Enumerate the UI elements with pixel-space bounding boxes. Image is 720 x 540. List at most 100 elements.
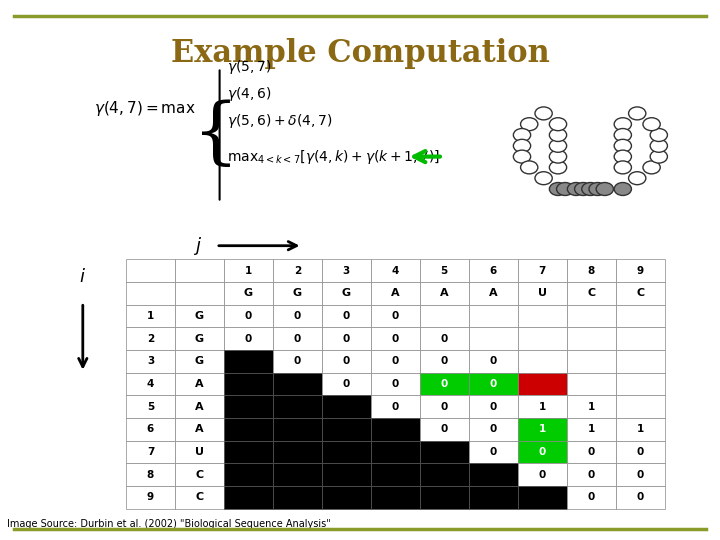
Bar [371, 395, 420, 418]
Circle shape [567, 183, 585, 195]
Bar [371, 259, 420, 282]
Text: G: G [195, 334, 204, 343]
Text: 7: 7 [147, 447, 154, 457]
Text: 2: 2 [147, 334, 154, 343]
Text: 0: 0 [392, 379, 399, 389]
Bar [616, 282, 665, 305]
Bar [371, 350, 420, 373]
Bar [273, 486, 322, 509]
Bar [567, 463, 616, 486]
Text: U: U [195, 447, 204, 457]
Bar [322, 305, 371, 327]
Circle shape [650, 150, 667, 163]
Text: 0: 0 [392, 334, 399, 343]
Text: $i$: $i$ [79, 268, 86, 286]
Text: 0: 0 [490, 402, 497, 411]
Bar [224, 463, 273, 486]
Bar [273, 282, 322, 305]
Text: 0: 0 [441, 334, 448, 343]
Text: 0: 0 [294, 356, 301, 366]
Bar [518, 463, 567, 486]
Circle shape [589, 183, 606, 195]
Text: 0: 0 [636, 492, 644, 502]
Bar [616, 305, 665, 327]
Bar [322, 418, 371, 441]
Circle shape [549, 150, 567, 163]
Text: 8: 8 [588, 266, 595, 275]
Text: 9: 9 [147, 492, 154, 502]
Text: 0: 0 [490, 379, 497, 389]
Bar [616, 418, 665, 441]
Bar [175, 441, 224, 463]
Circle shape [549, 129, 567, 141]
Bar [175, 486, 224, 509]
Bar [518, 305, 567, 327]
Text: 1: 1 [588, 424, 595, 434]
Bar [371, 418, 420, 441]
Bar [322, 395, 371, 418]
Text: G: G [195, 311, 204, 321]
Circle shape [582, 183, 599, 195]
Text: A: A [391, 288, 400, 298]
Bar [224, 395, 273, 418]
Text: 4: 4 [392, 266, 399, 275]
Circle shape [614, 129, 631, 141]
Bar [518, 327, 567, 350]
Text: 5: 5 [441, 266, 448, 275]
Bar [224, 282, 273, 305]
Bar [371, 327, 420, 350]
Text: 9: 9 [636, 266, 644, 275]
Circle shape [535, 107, 552, 120]
Text: 6: 6 [147, 424, 154, 434]
Bar [126, 463, 175, 486]
Bar [273, 373, 322, 395]
Bar [224, 418, 273, 441]
Bar [322, 282, 371, 305]
Circle shape [521, 161, 538, 174]
Text: A: A [195, 402, 204, 411]
Circle shape [614, 139, 631, 152]
Bar [469, 418, 518, 441]
Circle shape [513, 139, 531, 152]
Bar [420, 259, 469, 282]
Text: U: U [538, 288, 546, 298]
Bar [224, 441, 273, 463]
Text: C: C [587, 288, 595, 298]
Text: 0: 0 [441, 402, 448, 411]
Circle shape [614, 118, 631, 131]
Text: Image Source: Durbin et al. (2002) "Biological Sequence Analysis": Image Source: Durbin et al. (2002) "Biol… [7, 519, 331, 529]
Bar [371, 282, 420, 305]
Text: 0: 0 [588, 492, 595, 502]
Text: 0: 0 [588, 447, 595, 457]
Text: 3: 3 [343, 266, 350, 275]
Bar [224, 350, 273, 373]
Bar [469, 305, 518, 327]
Bar [175, 463, 224, 486]
Text: 0: 0 [490, 447, 497, 457]
Bar [322, 350, 371, 373]
Text: 0: 0 [392, 402, 399, 411]
Text: G: G [195, 356, 204, 366]
Bar [126, 327, 175, 350]
Bar [518, 441, 567, 463]
Bar [420, 463, 469, 486]
Text: 1: 1 [588, 402, 595, 411]
Bar [420, 282, 469, 305]
Bar [224, 259, 273, 282]
Text: 1: 1 [147, 311, 154, 321]
Bar [273, 441, 322, 463]
Circle shape [614, 161, 631, 174]
Text: 0: 0 [490, 356, 497, 366]
Bar [616, 327, 665, 350]
Bar [224, 327, 273, 350]
Text: 1: 1 [245, 266, 252, 275]
Text: 0: 0 [539, 470, 546, 480]
Text: $\gamma(5,6) + \delta(4,7)$: $\gamma(5,6) + \delta(4,7)$ [227, 112, 333, 131]
Bar [126, 486, 175, 509]
Bar [420, 441, 469, 463]
Bar [322, 373, 371, 395]
Text: 0: 0 [441, 424, 448, 434]
Bar [518, 395, 567, 418]
Circle shape [557, 183, 574, 195]
Circle shape [549, 161, 567, 174]
